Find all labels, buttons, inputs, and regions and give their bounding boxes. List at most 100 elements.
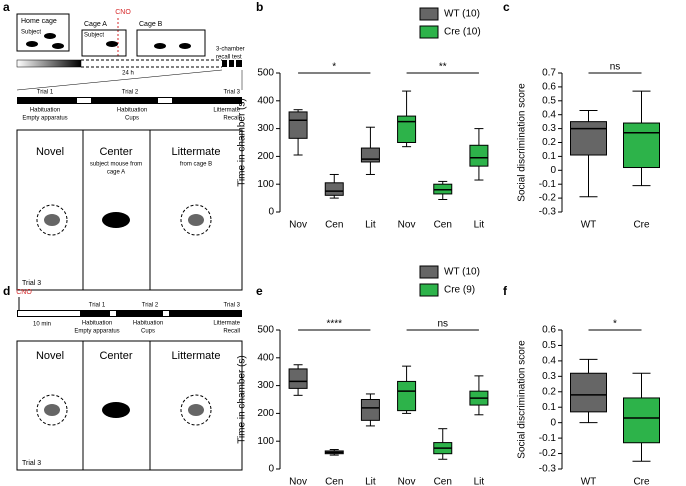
mouse: [44, 404, 60, 416]
x-tick-label: Lit: [365, 220, 376, 231]
text: Habituation: [30, 108, 60, 114]
zoom-line: [16, 69, 223, 91]
text: 24 h: [122, 71, 134, 77]
mouse: [44, 214, 60, 226]
panel-label: d: [3, 284, 10, 298]
text: Recall: [223, 116, 240, 122]
x-tick-label: Nov: [289, 220, 307, 231]
y-tick-label: 0.4: [542, 356, 556, 367]
x-tick-label: Lit: [474, 220, 485, 231]
y-tick-label: 0.2: [542, 386, 556, 397]
y-tick-label: 0.7: [542, 68, 556, 79]
box: [570, 121, 607, 156]
y-tick-label: -0.3: [539, 207, 557, 218]
box: [324, 182, 344, 196]
legend-swatch: [419, 7, 439, 21]
cage-a-box: [81, 29, 127, 57]
trial-gap: [158, 98, 172, 103]
mouse: [44, 33, 56, 39]
x-tick-label: Cen: [434, 477, 452, 486]
x-tick-label: Cen: [325, 220, 343, 231]
y-tick-label: 300: [257, 123, 274, 134]
trial-bar: [17, 97, 242, 104]
text: Center: [99, 146, 132, 158]
panel-d: d CNO 10 min Trial 1 Trial 2 Trial 3 Hab…: [3, 284, 243, 471]
significance-label: ns: [437, 319, 448, 330]
text: Empty apparatus: [22, 116, 67, 122]
y-tick-label: 300: [257, 380, 274, 391]
legend-swatch: [419, 25, 439, 39]
x-tick-label: Nov: [289, 477, 307, 486]
trial-bar: [17, 310, 242, 317]
x-tick-label: Cen: [325, 477, 343, 486]
text: Cage B: [139, 21, 163, 28]
y-tick-label: 0.4: [542, 109, 556, 120]
legend-label: Cre (10): [444, 27, 481, 38]
text: Habituation: [82, 321, 112, 327]
panel-a: a Home cage Subject CNO Cage A Subject C…: [3, 0, 245, 291]
cage-b-box: [136, 29, 206, 57]
y-tick-label: 500: [257, 325, 274, 336]
y-tick-label: 0.5: [542, 340, 556, 351]
box: [469, 144, 489, 167]
cno-label: CNO: [16, 289, 32, 296]
box: [360, 399, 380, 421]
trial-gap: [18, 311, 80, 316]
text: cage A: [107, 170, 125, 176]
y-tick-label: -0.1: [539, 179, 557, 190]
x-tick-label: WT: [581, 477, 597, 486]
trial-gap: [110, 311, 116, 316]
x-tick-label: Cre: [633, 220, 650, 231]
text: Habituation: [117, 108, 147, 114]
y-axis-label: Social discrimination score: [517, 83, 528, 202]
box: [288, 111, 308, 139]
legend-label: WT (10): [444, 267, 480, 278]
y-tick-label: -0.3: [539, 464, 557, 475]
text: Trial 3: [22, 280, 41, 287]
time-bar: [229, 60, 234, 67]
mouse: [106, 41, 118, 47]
time-bar: [16, 59, 82, 68]
trial-gap: [77, 98, 91, 103]
significance-label: *: [613, 319, 617, 330]
y-tick-label: 0: [550, 417, 556, 428]
text: Subject: [84, 33, 104, 39]
text: Littermate: [213, 108, 240, 114]
mouse: [102, 402, 130, 418]
mouse: [26, 41, 38, 47]
significance-label: **: [439, 62, 447, 73]
x-tick-label: Nov: [398, 477, 416, 486]
y-tick-label: 0.6: [542, 82, 556, 93]
significance-label: ns: [610, 62, 621, 73]
y-tick-label: 0: [268, 207, 274, 218]
y-tick-label: 0: [550, 165, 556, 176]
apparatus: [16, 340, 243, 471]
panel-label: c: [503, 0, 510, 14]
text: Littermate: [172, 146, 221, 158]
home-cage-box: [16, 13, 70, 52]
legend-label: Cre (9): [444, 285, 475, 296]
text: Trial 3: [224, 90, 241, 96]
apparatus: [16, 129, 243, 291]
y-tick-label: -0.2: [539, 193, 557, 204]
mouse: [52, 43, 64, 49]
y-tick-label: 200: [257, 151, 274, 162]
box: [570, 372, 607, 413]
mouse: [102, 212, 130, 228]
x-tick-label: Cen: [434, 220, 452, 231]
text: Cups: [141, 329, 155, 335]
significance-label: ****: [326, 319, 342, 330]
box: [623, 397, 660, 444]
cup: [36, 394, 68, 426]
box: [288, 368, 308, 389]
text: subject mouse from: [90, 162, 142, 168]
text: Novel: [36, 146, 64, 158]
y-tick-label: 0.2: [542, 137, 556, 148]
box: [623, 122, 660, 169]
text: Cups: [125, 116, 139, 122]
text: from cage B: [180, 162, 212, 168]
mouse: [188, 214, 204, 226]
panel-label: e: [256, 284, 263, 298]
text: 3-chamber: [216, 47, 245, 53]
